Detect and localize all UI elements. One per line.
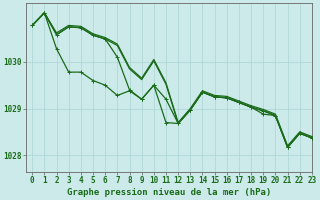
X-axis label: Graphe pression niveau de la mer (hPa): Graphe pression niveau de la mer (hPa) bbox=[67, 188, 271, 197]
